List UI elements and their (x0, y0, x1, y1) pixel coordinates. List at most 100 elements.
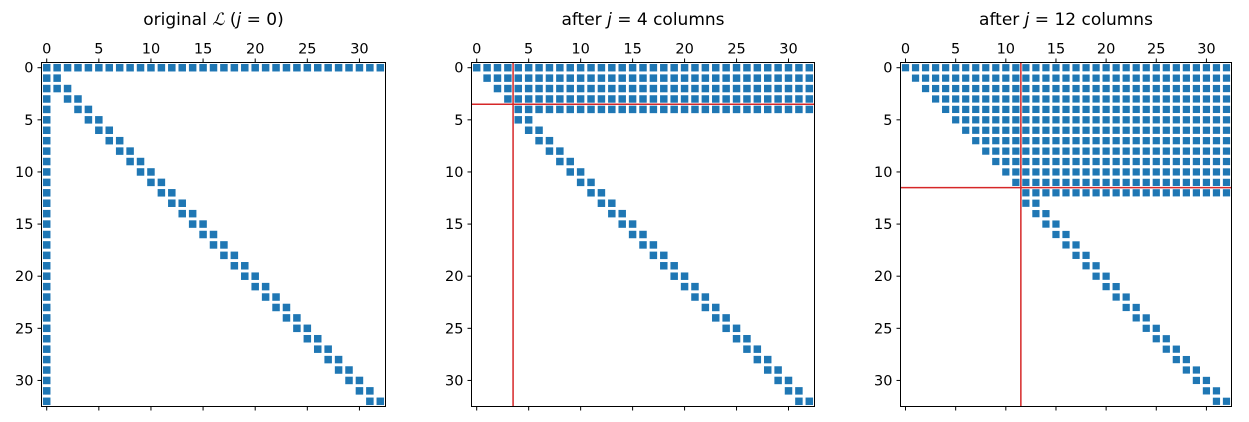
nonzero-marker (251, 272, 259, 280)
nonzero-marker (618, 220, 626, 228)
nonzero-marker (972, 74, 980, 82)
axes-frame (900, 62, 1232, 407)
nonzero-marker (303, 63, 312, 72)
nonzero-marker (1202, 95, 1211, 103)
nonzero-marker (1132, 168, 1140, 176)
nonzero-marker (1132, 137, 1140, 145)
nonzero-marker (1202, 126, 1211, 134)
nonzero-marker (355, 63, 364, 72)
nonzero-marker (1112, 189, 1120, 197)
nonzero-marker (535, 63, 543, 72)
nonzero-marker (784, 376, 793, 385)
nonzero-marker (712, 303, 720, 312)
y-tick-label: 0 (454, 61, 463, 77)
nonzero-marker (932, 95, 940, 103)
nonzero-marker (545, 84, 554, 93)
nonzero-marker (1022, 126, 1030, 134)
nonzero-marker (1062, 178, 1070, 186)
nonzero-marker (1142, 105, 1150, 114)
nonzero-marker (608, 95, 616, 103)
nonzero-marker (1192, 168, 1200, 176)
nonzero-marker (628, 74, 637, 82)
nonzero-marker (1022, 74, 1030, 82)
nonzero-marker (42, 324, 51, 333)
nonzero-marker (1122, 126, 1130, 134)
nonzero-marker (680, 282, 689, 291)
nonzero-marker (691, 105, 699, 114)
nonzero-marker (42, 84, 51, 93)
y-tick-label: 25 (874, 321, 892, 337)
nonzero-marker (618, 105, 626, 114)
nonzero-marker (784, 387, 793, 395)
nonzero-marker (472, 63, 481, 72)
nonzero-marker (1202, 137, 1211, 145)
nonzero-marker (1052, 116, 1060, 124)
nonzero-marker (691, 84, 699, 93)
nonzero-marker (1122, 147, 1130, 155)
nonzero-marker (618, 74, 626, 82)
panel-title: after j = 4 columns (561, 10, 724, 30)
nonzero-marker (660, 262, 668, 270)
nonzero-marker (524, 84, 533, 93)
nonzero-marker (712, 84, 720, 93)
nonzero-marker (105, 126, 114, 135)
nonzero-marker (313, 63, 322, 72)
nonzero-marker (1202, 376, 1211, 385)
nonzero-marker (1042, 116, 1050, 124)
nonzero-marker (1062, 230, 1070, 239)
nonzero-marker (743, 105, 751, 114)
y-tick-label: 30 (445, 373, 463, 389)
x-tick-label: 30 (779, 42, 797, 58)
nonzero-marker (712, 314, 720, 322)
nonzero-marker (743, 84, 751, 93)
nonzero-marker (1102, 168, 1110, 176)
nonzero-marker (1032, 147, 1040, 155)
title-part: = 0) (241, 10, 284, 30)
nonzero-marker (628, 220, 637, 228)
nonzero-marker (1032, 64, 1040, 72)
markers (472, 63, 814, 406)
nonzero-marker (992, 95, 1000, 103)
nonzero-marker (1102, 95, 1110, 103)
nonzero-marker (345, 376, 353, 385)
y-tick-label: 10 (445, 165, 463, 181)
nonzero-marker (660, 63, 668, 72)
nonzero-marker (42, 126, 51, 135)
nonzero-marker (366, 63, 374, 72)
nonzero-marker (972, 137, 980, 145)
panel-title: after j = 12 columns (979, 10, 1153, 30)
nonzero-marker (639, 241, 647, 249)
nonzero-marker (42, 397, 51, 406)
y-tick-label: 20 (874, 269, 892, 285)
nonzero-marker (1092, 262, 1100, 270)
nonzero-marker (628, 95, 637, 103)
nonzero-marker (962, 95, 970, 103)
nonzero-marker (1092, 116, 1100, 124)
nonzero-marker (514, 63, 523, 72)
nonzero-marker (220, 251, 228, 260)
nonzero-marker (1112, 105, 1120, 114)
nonzero-marker (566, 95, 574, 103)
nonzero-marker (1212, 189, 1221, 197)
nonzero-marker (743, 345, 751, 353)
nonzero-marker (1122, 293, 1130, 301)
nonzero-marker (1222, 137, 1231, 145)
nonzero-marker (1112, 95, 1120, 103)
nonzero-marker (566, 74, 574, 82)
nonzero-marker (597, 95, 606, 103)
nonzero-marker (535, 84, 543, 93)
nonzero-marker (743, 74, 751, 82)
x-tick-label: 5 (951, 42, 960, 58)
nonzero-marker (504, 63, 512, 72)
nonzero-marker (1172, 105, 1180, 114)
x-tick-label: 25 (727, 42, 745, 58)
nonzero-marker (1202, 189, 1211, 197)
nonzero-marker (1032, 178, 1040, 186)
nonzero-marker (805, 84, 814, 93)
nonzero-marker (1092, 157, 1100, 166)
nonzero-marker (545, 63, 554, 72)
nonzero-marker (982, 74, 990, 82)
nonzero-marker (1222, 168, 1231, 176)
nonzero-marker (168, 189, 176, 197)
x-tick-label: 30 (350, 42, 368, 58)
